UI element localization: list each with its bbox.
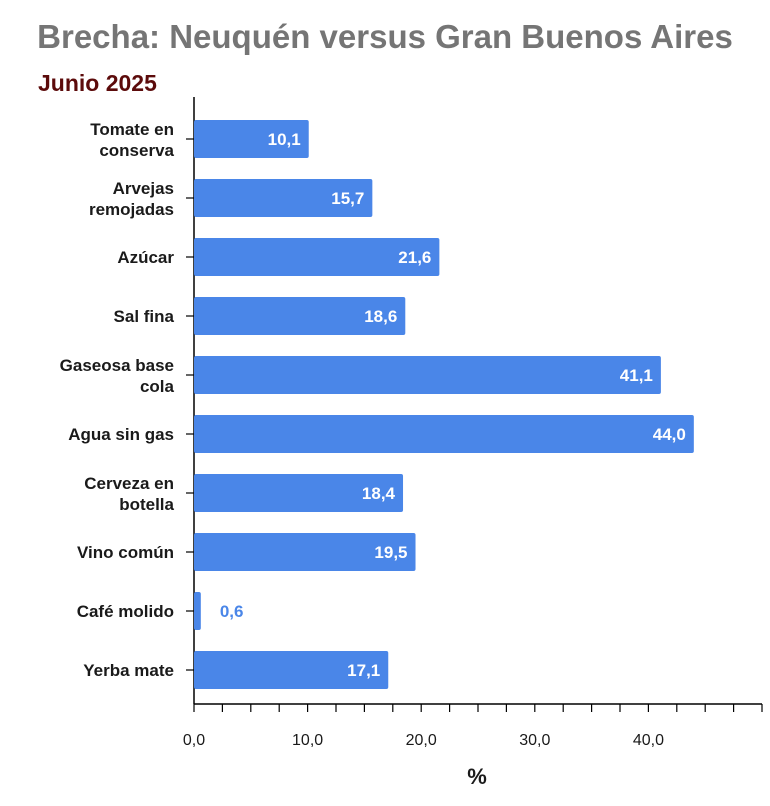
category-label: Arvejas remojadas [89,179,174,219]
bar [194,356,661,394]
x-tick-label: 10,0 [292,732,323,749]
data-label: 21,6 [398,248,431,267]
category-label: Cerveza en botella [84,474,174,514]
category-label: Tomate en conserva [90,120,174,160]
category-label: Café molido [77,602,174,621]
chart-title: Brecha: Neuquén versus Gran Buenos Aires [37,18,733,55]
data-label: 0,6 [220,602,244,621]
data-label: 41,1 [620,366,653,385]
bar [194,592,201,630]
data-label: 17,1 [347,661,380,680]
category-label: Yerba mate [83,661,174,680]
category-label: Azúcar [117,248,174,267]
x-tick-label: 0,0 [183,732,205,749]
x-tick-label: 30,0 [519,732,550,749]
data-label: 18,4 [362,484,396,503]
bar [194,651,389,689]
bar [194,120,309,158]
data-label: 15,7 [331,189,364,208]
category-label: Vino común [77,543,174,562]
category-label: Sal fina [114,307,175,326]
category-label: Gaseosa base cola [60,356,175,396]
x-tick-label: 20,0 [406,732,437,749]
bar [194,297,406,335]
chart-subtitle: Junio 2025 [38,70,157,96]
category-label: Agua sin gas [68,425,174,444]
bar [194,238,440,276]
data-label: 19,5 [374,543,407,562]
bar [194,474,404,512]
bar [194,179,373,217]
bar [194,415,694,453]
bar [194,533,416,571]
x-tick-label: 40,0 [633,732,664,749]
data-label: 10,1 [268,130,301,149]
x-axis-label: % [467,764,487,789]
data-label: 18,6 [364,307,397,326]
data-label: 44,0 [653,425,686,444]
